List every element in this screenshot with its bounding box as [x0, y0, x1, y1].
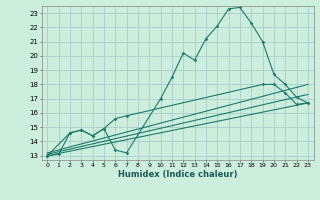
X-axis label: Humidex (Indice chaleur): Humidex (Indice chaleur) [118, 170, 237, 179]
